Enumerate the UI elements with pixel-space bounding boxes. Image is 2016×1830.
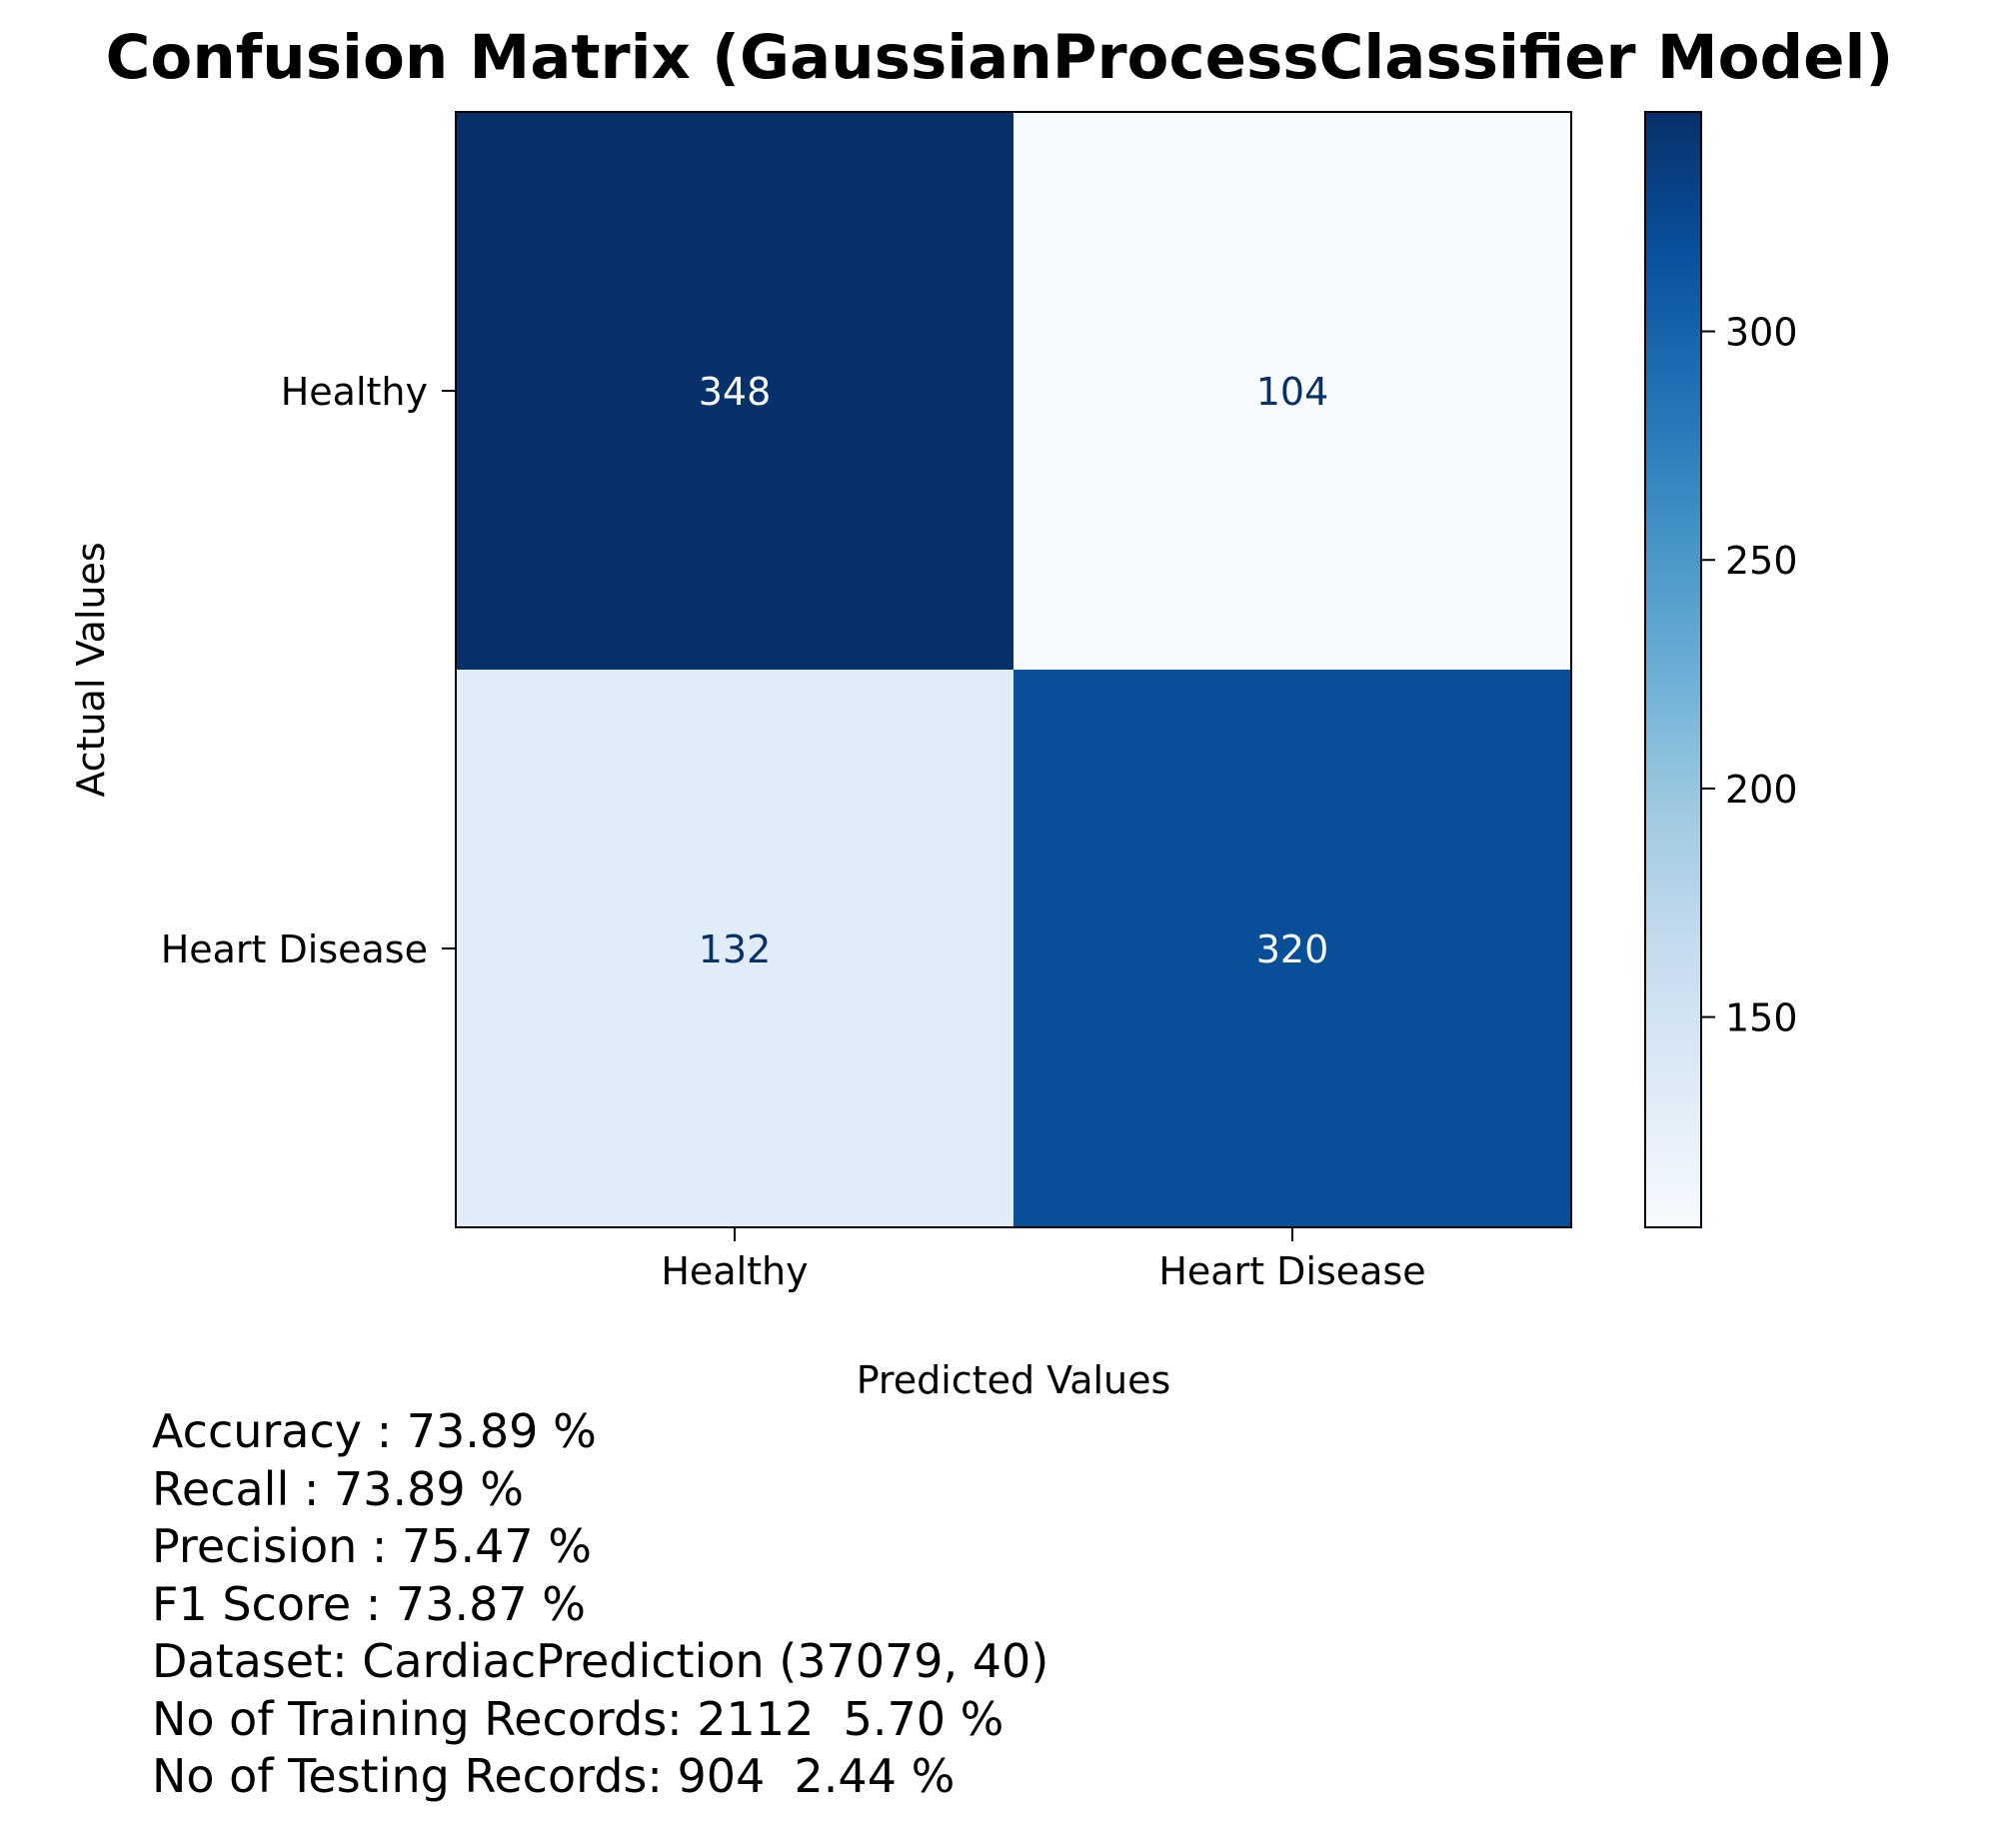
- y-tick-label: Heart Disease: [161, 927, 428, 971]
- metric-line: Dataset: CardiacPrediction (37079, 40): [152, 1634, 1049, 1688]
- metric-line: Precision : 75.47 %: [152, 1519, 593, 1573]
- x-axis-label: Predicted Values: [857, 1358, 1171, 1402]
- metric-line: No of Training Records: 2112 5.70 %: [152, 1691, 1005, 1746]
- metric-line: Accuracy : 73.89 %: [152, 1404, 597, 1458]
- y-tick-label: Healthy: [281, 370, 428, 414]
- metric-line: F1 Score : 73.87 %: [152, 1576, 586, 1631]
- colorbar: [1644, 111, 1702, 1228]
- x-axis-ticks: Healthy Heart Disease: [661, 1227, 1426, 1293]
- plot-frame: [455, 111, 1572, 1228]
- x-tick-label: Healthy: [661, 1249, 808, 1293]
- matrix-cell: [456, 112, 1013, 670]
- cell-value-label: 348: [699, 370, 772, 414]
- colorbar-tick-label: 300: [1725, 311, 1798, 355]
- cell-value-label: 320: [1256, 927, 1329, 971]
- y-axis-ticks: Healthy Heart Disease: [161, 370, 456, 971]
- cell-value-label: 132: [699, 927, 772, 971]
- matrix-cells: 348 104 132 320: [456, 112, 1571, 1227]
- colorbar-tick-label: 200: [1725, 768, 1798, 812]
- colorbar-tick-label: 250: [1725, 539, 1798, 583]
- y-axis-label: Actual Values: [69, 542, 113, 797]
- metrics-summary: Accuracy : 73.89 % Recall : 73.89 % Precis…: [152, 1403, 1048, 1806]
- matrix-cell: [1013, 670, 1571, 1227]
- colorbar-ticks: 150 200 250 300: [1701, 311, 1798, 1040]
- matrix-cell: [1013, 112, 1571, 670]
- matrix-cell: [456, 670, 1013, 1227]
- cell-value-label: 104: [1256, 370, 1329, 414]
- metric-line: No of Testing Records: 904 2.44 %: [152, 1749, 956, 1803]
- chart-title: Confusion Matrix (GaussianProcessClassif…: [106, 22, 1894, 93]
- x-tick-label: Heart Disease: [1158, 1249, 1425, 1293]
- colorbar-tick-label: 150: [1725, 996, 1798, 1040]
- metric-line: Recall : 73.89 %: [152, 1461, 524, 1516]
